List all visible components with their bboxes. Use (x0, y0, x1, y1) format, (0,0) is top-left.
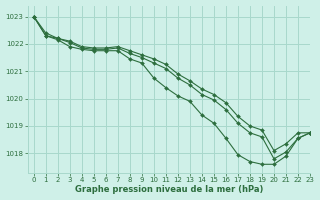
X-axis label: Graphe pression niveau de la mer (hPa): Graphe pression niveau de la mer (hPa) (75, 185, 263, 194)
